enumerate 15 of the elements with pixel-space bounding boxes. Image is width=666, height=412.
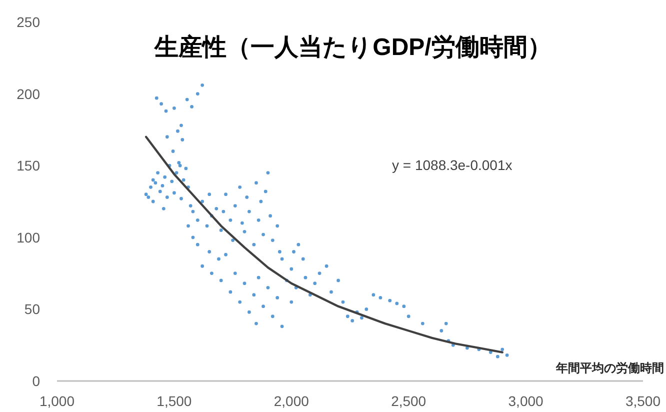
x-tick-label: 2,500 xyxy=(391,393,426,409)
annotation: y = 1088.3e-0.001x xyxy=(392,157,512,173)
x-axis-title: 年間平均の労働時間 xyxy=(555,361,664,375)
x-tick-label: 1,500 xyxy=(156,393,192,409)
x-tick-label: 3,000 xyxy=(508,393,544,409)
text: 生産性（一人当たりGDP/労働時間） xyxy=(154,34,552,61)
x-tick-label: 1,000 xyxy=(39,393,75,409)
y-tick-label: 150 xyxy=(16,158,40,174)
y-tick-label: 250 xyxy=(16,14,40,30)
y-tick-label: 100 xyxy=(16,229,40,246)
y-tick-label: 50 xyxy=(24,301,40,318)
y-tick-label: 0 xyxy=(32,373,40,389)
x-tick-label: 3,500 xyxy=(625,393,661,409)
y-tick-label: 200 xyxy=(16,86,40,102)
x-tick-label: 2,000 xyxy=(274,393,310,409)
